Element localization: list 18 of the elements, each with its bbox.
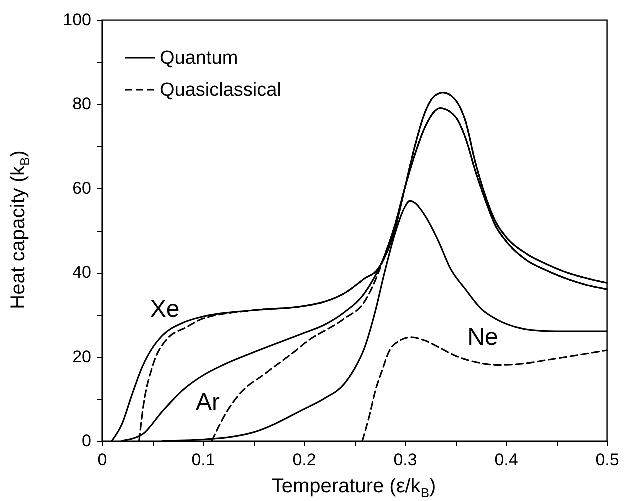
y-tick-label: 60 xyxy=(72,178,92,198)
x-tick-label: 0.1 xyxy=(192,450,216,470)
annotation: Ar xyxy=(196,389,220,416)
legend-label: Quasiclassical xyxy=(160,80,282,101)
y-tick-label: 100 xyxy=(63,10,92,30)
y-tick-label: 0 xyxy=(82,432,92,450)
y-tick-label: 40 xyxy=(72,263,92,282)
x-tick-label: 0.5 xyxy=(596,450,620,470)
annotation: Ne xyxy=(468,324,498,351)
x-tick-label: 0.2 xyxy=(292,450,316,470)
legend-label: Quantum xyxy=(160,48,238,69)
x-tick-label: 0 xyxy=(98,450,108,470)
y-tick-label: 20 xyxy=(72,347,92,366)
x-axis-title: Temperature (ε/k$_{B}$) xyxy=(272,476,436,500)
y-tick-label: 80 xyxy=(72,94,92,114)
x-tick-label: 0.4 xyxy=(494,450,518,470)
annotation: Xe xyxy=(150,296,180,323)
x-tick-label: 0.3 xyxy=(394,450,418,470)
